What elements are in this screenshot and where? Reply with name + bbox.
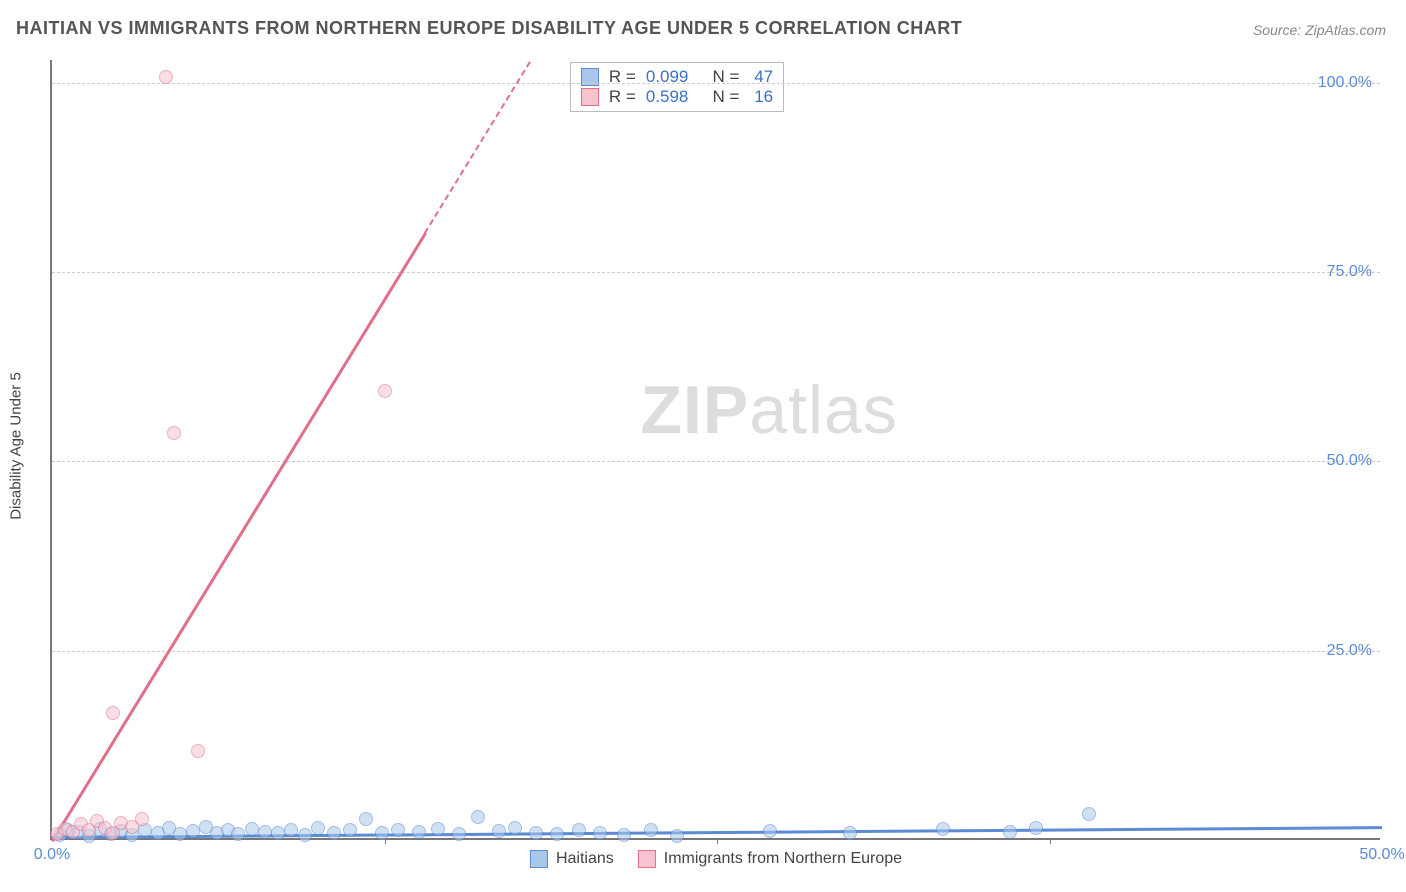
data-point	[508, 821, 522, 835]
watermark-bold: ZIP	[640, 372, 749, 448]
data-point	[936, 822, 950, 836]
x-tick-label: 0.0%	[34, 846, 70, 864]
data-point	[617, 828, 631, 842]
legend-item: Immigrants from Northern Europe	[638, 850, 902, 868]
n-value: 47	[750, 67, 774, 87]
data-point	[311, 821, 325, 835]
data-point	[271, 826, 285, 840]
legend-swatch	[530, 850, 548, 868]
data-point	[231, 827, 245, 841]
y-tick-label: 75.0%	[1327, 263, 1372, 281]
y-axis-label: Disability Age Under 5	[8, 372, 25, 520]
data-point	[191, 744, 205, 758]
legend-swatch	[638, 850, 656, 868]
data-point	[378, 384, 392, 398]
gridline	[52, 83, 1380, 84]
data-point	[135, 812, 149, 826]
data-point	[843, 826, 857, 840]
n-label: N =	[698, 87, 739, 107]
data-point	[1029, 821, 1043, 835]
series-swatch	[581, 88, 599, 106]
gridline	[52, 272, 1380, 273]
data-point	[391, 823, 405, 837]
y-tick-label: 25.0%	[1327, 642, 1372, 660]
data-point	[375, 826, 389, 840]
n-label: N =	[698, 67, 739, 87]
legend-label: Immigrants from Northern Europe	[664, 850, 902, 868]
watermark-rest: atlas	[749, 372, 898, 448]
data-point	[452, 827, 466, 841]
data-point	[173, 827, 187, 841]
data-point	[670, 829, 684, 843]
gridline	[52, 461, 1380, 462]
x-tick-label: 50.0%	[1359, 846, 1404, 864]
data-point	[529, 826, 543, 840]
legend-item: Haitians	[530, 850, 614, 868]
data-point	[167, 426, 181, 440]
data-point	[1003, 825, 1017, 839]
data-point	[1082, 807, 1096, 821]
x-minor-tick	[1050, 838, 1051, 844]
source-attribution: Source: ZipAtlas.com	[1253, 22, 1386, 38]
data-point	[550, 827, 564, 841]
data-point	[644, 823, 658, 837]
data-point	[327, 826, 341, 840]
stats-row: R = 0.598 N = 16	[581, 87, 773, 107]
data-point	[245, 822, 259, 836]
data-point	[359, 812, 373, 826]
r-label: R =	[609, 87, 636, 107]
data-point	[159, 70, 173, 84]
data-point	[298, 828, 312, 842]
y-tick-label: 50.0%	[1327, 452, 1372, 470]
n-value: 16	[750, 87, 774, 107]
chart-title: HAITIAN VS IMMIGRANTS FROM NORTHERN EURO…	[16, 18, 962, 39]
x-minor-tick	[717, 838, 718, 844]
gridline	[52, 651, 1380, 652]
legend-label: Haitians	[556, 850, 614, 868]
data-point	[258, 825, 272, 839]
legend: Haitians Immigrants from Northern Europe	[530, 850, 902, 868]
data-point	[593, 826, 607, 840]
stats-box: R = 0.099 N = 47 R = 0.598 N = 16	[570, 62, 784, 112]
data-point	[412, 825, 426, 839]
stats-row: R = 0.099 N = 47	[581, 67, 773, 87]
data-point	[572, 823, 586, 837]
data-point	[492, 824, 506, 838]
watermark: ZIPatlas	[640, 371, 897, 449]
y-tick-label: 100.0%	[1318, 74, 1372, 92]
r-label: R =	[609, 67, 636, 87]
data-point	[431, 822, 445, 836]
trendline	[51, 232, 427, 842]
r-value: 0.598	[646, 87, 689, 107]
data-point	[343, 823, 357, 837]
data-point	[284, 823, 298, 837]
data-point	[471, 810, 485, 824]
data-point	[106, 706, 120, 720]
plot-area: ZIPatlas R =0.099 N = 47R =0.598 N = 16 …	[50, 60, 1380, 840]
data-point	[763, 824, 777, 838]
r-value: 0.099	[646, 67, 689, 87]
data-point	[186, 824, 200, 838]
trendline-dashed	[424, 61, 531, 234]
